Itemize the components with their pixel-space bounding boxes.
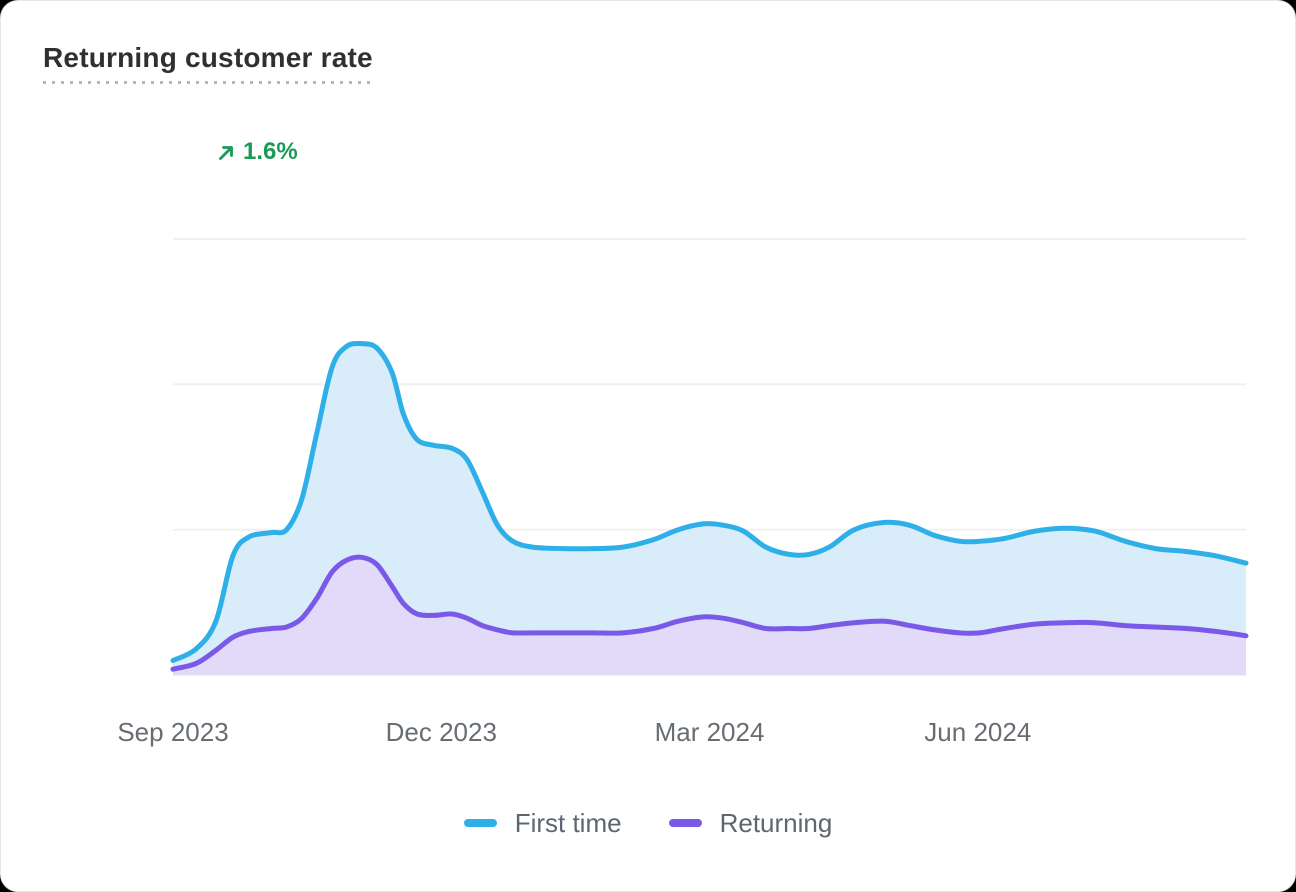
trend-up-arrow-path bbox=[219, 145, 233, 160]
line-first-time bbox=[170, 340, 1249, 663]
legend-label-first-time: First time bbox=[514, 807, 622, 838]
line-returning bbox=[170, 554, 1249, 672]
x-tick-label: Dec 2023 bbox=[386, 717, 497, 747]
x-tick-label: Jun 2024 bbox=[924, 717, 1031, 747]
legend-item-first-time[interactable]: First time bbox=[463, 807, 622, 839]
trend-indicator: 1.6% bbox=[216, 138, 298, 166]
legend-swatch-returning bbox=[668, 819, 702, 827]
legend-swatch-first-time bbox=[463, 819, 497, 827]
trend-up-arrow-icon bbox=[219, 145, 233, 160]
trend-value: 1.6% bbox=[243, 138, 298, 165]
chart-legend: First time Returning bbox=[1, 801, 1295, 845]
chart-title[interactable]: Returning customer rate bbox=[43, 41, 373, 84]
area-first-time bbox=[173, 343, 1246, 675]
area-returning bbox=[173, 557, 1246, 675]
legend-label-returning: Returning bbox=[719, 807, 833, 838]
legend-item-returning[interactable]: Returning bbox=[668, 807, 833, 839]
x-tick-label: Mar 2024 bbox=[655, 717, 765, 747]
x-tick-label: Sep 2023 bbox=[117, 717, 228, 747]
